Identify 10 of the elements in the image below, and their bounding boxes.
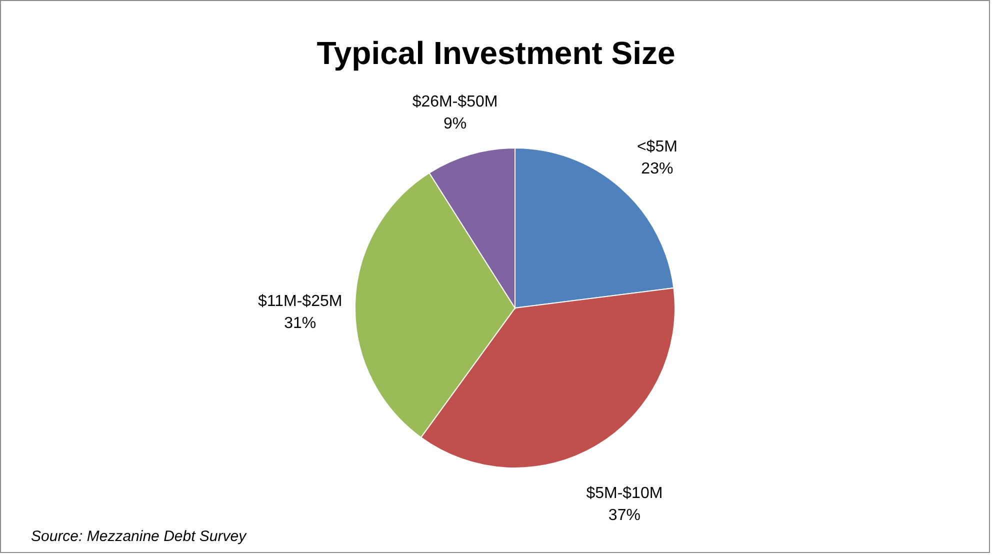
slice-label: $11M-$25M: [258, 293, 342, 310]
slice-label: <$5M: [636, 138, 678, 156]
slice-label: $5M-$10M: [586, 485, 663, 502]
data-label: 37%: [608, 507, 640, 524]
data-label: 23%: [641, 160, 674, 178]
source-note: Source: Mezzanine Debt Survey: [31, 528, 248, 545]
data-label: 31%: [284, 315, 316, 332]
chart-title: Typical Investment Size: [316, 35, 676, 71]
slice-label: $26M-$50M: [412, 94, 498, 111]
data-label: 9%: [443, 116, 467, 133]
